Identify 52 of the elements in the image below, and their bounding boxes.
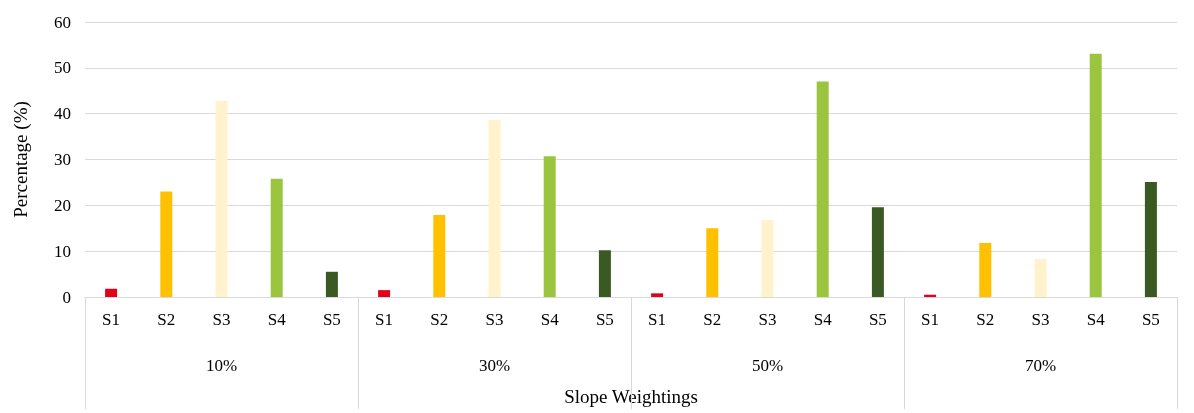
- y-tick-label: 60: [54, 12, 71, 32]
- series-label: S3: [212, 310, 231, 329]
- bar: [816, 81, 829, 297]
- bar: [215, 100, 228, 297]
- bar: [270, 178, 283, 297]
- series-label: S5: [322, 310, 341, 329]
- series-label: S2: [703, 310, 722, 329]
- y-tick-label: 40: [54, 104, 71, 124]
- y-tick-label: 30: [54, 150, 71, 169]
- text: S1: [102, 310, 121, 329]
- bar: [706, 228, 719, 297]
- text: S3: [758, 310, 777, 329]
- bar: [598, 250, 611, 297]
- bar: [979, 242, 992, 297]
- x-axis-title: Slope Weightings: [564, 386, 698, 407]
- text: S3: [485, 310, 504, 329]
- text: S5: [595, 310, 614, 329]
- text: S1: [921, 310, 940, 329]
- x-tick-label: 30%: [478, 356, 511, 375]
- bar: [1034, 258, 1047, 297]
- bar: [1089, 53, 1102, 297]
- bar: [160, 191, 173, 297]
- text: S3: [1031, 310, 1050, 329]
- bar: [871, 207, 884, 297]
- bar: [433, 214, 446, 297]
- series-label: S1: [375, 310, 394, 329]
- bar: [378, 290, 391, 297]
- x-tick-label: 10%: [205, 356, 238, 375]
- bar: [325, 271, 338, 297]
- text: S5: [1141, 310, 1160, 329]
- text: S4: [1086, 310, 1105, 329]
- text: S4: [267, 310, 286, 329]
- y-axis-title: Percentage (%): [10, 101, 32, 218]
- bar: [488, 120, 501, 297]
- y-tick-label: 0: [62, 287, 71, 307]
- bar: [761, 220, 774, 297]
- x-tick-label: 70%: [1024, 356, 1057, 375]
- text: S5: [868, 310, 887, 329]
- text: S2: [976, 310, 995, 329]
- y-tick-label: 20: [54, 195, 71, 215]
- bar: [651, 293, 664, 297]
- bar: [1144, 181, 1157, 297]
- text: S4: [813, 310, 832, 329]
- series-label: S4: [540, 310, 560, 329]
- bar: [105, 288, 118, 297]
- text: S1: [648, 310, 667, 329]
- text: S2: [157, 310, 176, 329]
- y-tick-label: 50: [54, 58, 71, 78]
- y-tick-label: 10: [54, 241, 71, 261]
- x-tick-label: 50%: [751, 356, 784, 375]
- text: S2: [430, 310, 449, 329]
- bar: [543, 156, 556, 297]
